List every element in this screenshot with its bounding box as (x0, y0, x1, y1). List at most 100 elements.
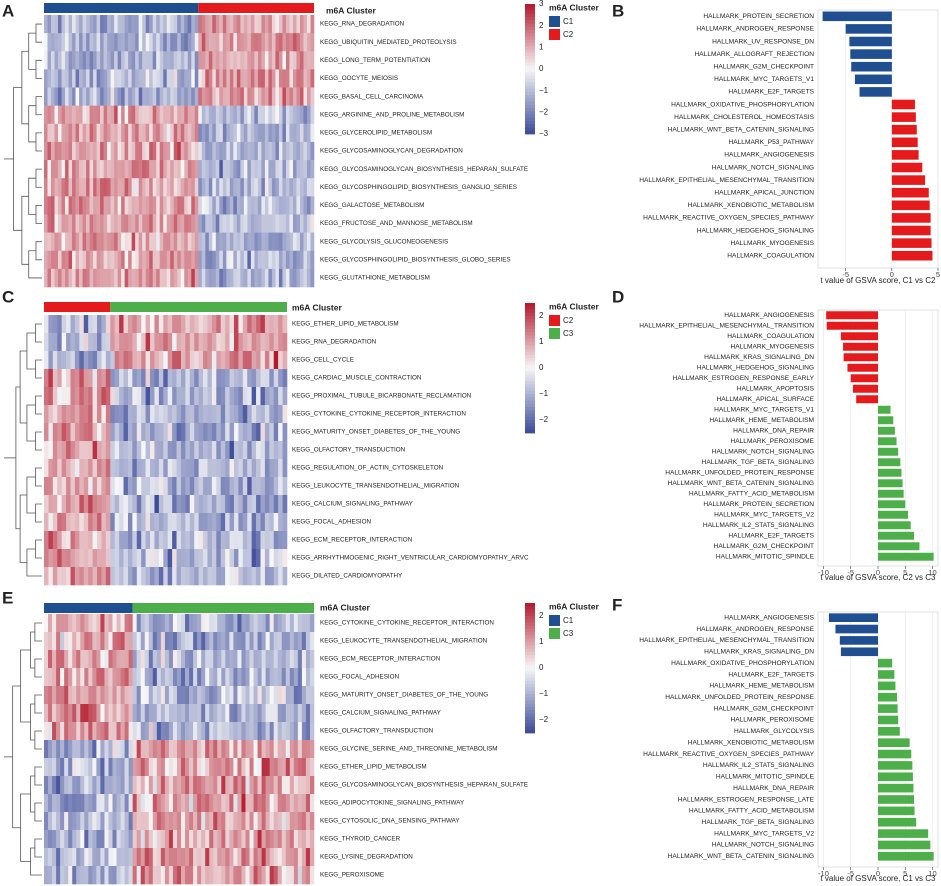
heatmap-cell (44, 848, 49, 867)
colorbar-tick-label: −2 (539, 415, 549, 424)
heatmap-cell (306, 250, 311, 270)
heatmap-cell (48, 549, 54, 568)
heatmap-cell (198, 405, 204, 424)
heatmap-cell (100, 33, 104, 52)
heatmap-cell (194, 141, 199, 161)
heatmap-cell (185, 722, 190, 741)
heatmap-cell (277, 776, 283, 795)
heatmap-cell (166, 123, 171, 143)
heatmap-cell (156, 196, 161, 215)
heatmap-cell (121, 51, 125, 70)
heatmap-cell (117, 33, 122, 52)
heatmap-cell (285, 178, 290, 197)
heatmap-cell (74, 495, 80, 514)
heatmap-cell (249, 794, 254, 813)
heatmap-cell (172, 423, 177, 442)
heatmap-cell (278, 405, 283, 424)
heatmap-cell (217, 614, 222, 633)
heatmap-cell (159, 69, 164, 88)
heatmap-cell (131, 232, 136, 252)
heatmap-cell (271, 123, 276, 143)
heatmap-cell (100, 123, 104, 143)
heatmap-row-label: KEGG_ADIPOCYTOKINE_SIGNALING_PATHWAY (320, 800, 465, 807)
heatmap-cell (198, 178, 203, 197)
heatmap-cell (108, 794, 113, 813)
colorbar-segment (525, 30, 535, 34)
heatmap-cell (305, 776, 311, 795)
heatmap-cell (260, 459, 266, 478)
heatmap-cell (242, 423, 248, 442)
heatmap-cell (211, 351, 217, 370)
heatmap-cell (247, 214, 252, 233)
x-tick-label: 0 (890, 270, 894, 279)
heatmap-cell (269, 740, 274, 759)
heatmap-cell (194, 441, 199, 460)
heatmap-cell (264, 495, 270, 514)
heatmap-cell (264, 477, 270, 496)
heatmap-cell (278, 513, 283, 532)
heatmap-cell (303, 160, 308, 179)
heatmap-cell (158, 477, 164, 496)
heatmap-cell (61, 15, 66, 34)
heatmap-cell (194, 567, 199, 586)
heatmap-cell (152, 812, 158, 831)
heatmap-cell (123, 495, 129, 514)
x-tick-label: 5 (903, 869, 907, 878)
heatmap-cell (61, 495, 67, 514)
heatmap-cell (203, 333, 208, 352)
heatmap-cell (88, 405, 93, 424)
heatmap-cell (281, 758, 287, 777)
heatmap-cell (242, 405, 248, 424)
heatmap-cell (159, 87, 164, 106)
heatmap-cell (282, 123, 287, 143)
heatmap-cell (220, 351, 226, 370)
heatmap-cell (189, 405, 195, 424)
heatmap-cell (197, 866, 202, 885)
heatmap-cell (52, 405, 58, 424)
heatmap-cell (142, 232, 146, 252)
group-legend-title: m6A Cluster (549, 601, 599, 611)
heatmap-cell (52, 441, 58, 460)
heatmap-cell (84, 704, 89, 723)
heatmap-cell (75, 69, 80, 88)
heatmap-cell (205, 15, 210, 34)
heatmap-cell (297, 722, 303, 741)
heatmap-cell (107, 268, 111, 288)
heatmap-cell (54, 214, 59, 233)
heatmap-cell (207, 441, 213, 460)
heatmap-cell (44, 794, 49, 813)
heatmap-cell (285, 160, 290, 179)
heatmap-cell (65, 178, 69, 197)
heatmap-cell (148, 776, 154, 795)
heatmap-cell (222, 214, 227, 233)
heatmap-cell (96, 614, 101, 633)
colorbar-segment (525, 638, 535, 643)
heatmap-cell (225, 704, 230, 723)
heatmap-cell (105, 477, 111, 496)
bar (845, 24, 892, 34)
heatmap-cell (112, 740, 117, 759)
heatmap-cell (131, 33, 136, 52)
heatmap-cell (209, 704, 214, 723)
heatmap-cell (201, 758, 206, 777)
heatmap-cell (149, 232, 153, 252)
heatmap-cell (187, 141, 192, 161)
heatmap-cell (54, 178, 59, 197)
heatmap-cell (163, 423, 169, 442)
heatmap-cell (299, 87, 304, 106)
heatmap-cell (88, 740, 93, 759)
heatmap-cell (168, 776, 174, 795)
dendrogram-branch (35, 395, 42, 415)
heatmap-cell (101, 405, 107, 424)
heatmap-cell (93, 105, 97, 125)
colorbar-segment (525, 33, 535, 37)
bar-category-label: HALLMARK_REACTIVE_OXYGEN_SPECIES_PATHWAY (643, 215, 814, 222)
heatmap-cell (110, 69, 115, 88)
heatmap-cell (285, 668, 291, 687)
heatmap-cell (229, 776, 234, 795)
heatmap-cell (261, 866, 266, 885)
heatmap-cell (247, 51, 252, 70)
heatmap-cell (60, 722, 65, 741)
heatmap-cell (212, 250, 217, 270)
heatmap-cell (101, 495, 107, 514)
